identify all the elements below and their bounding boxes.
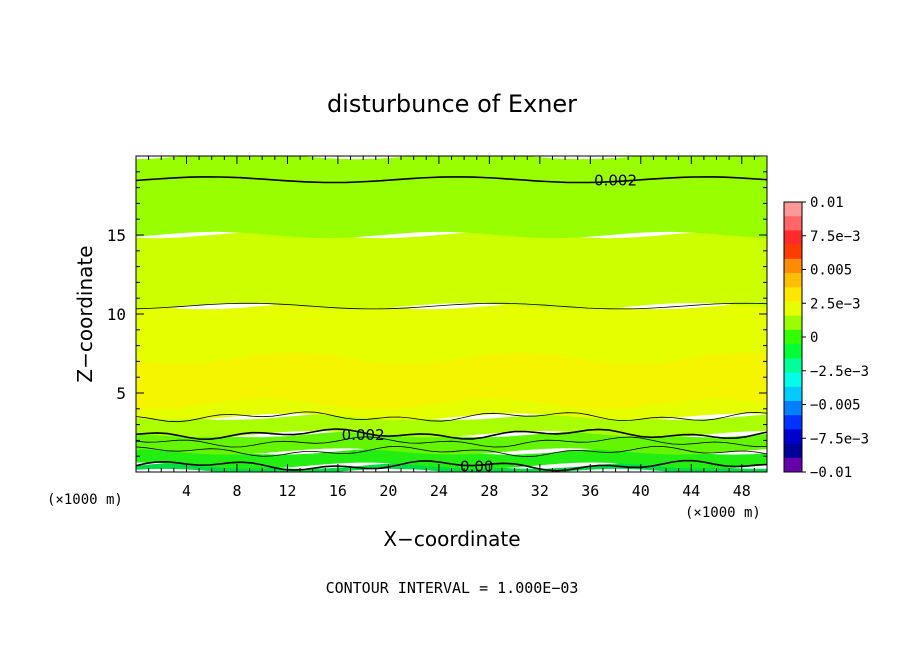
colorbar-swatch: [784, 344, 802, 359]
plot-area: 0.002 0.002 0.00: [136, 156, 767, 476]
field-band: [136, 156, 767, 239]
colorbar-swatch: [784, 301, 802, 316]
colorbar-swatch: [784, 400, 802, 416]
field-band: [136, 352, 767, 410]
colorbar-swatch: [784, 244, 802, 260]
field-band: [136, 231, 767, 310]
contour-line: [136, 428, 767, 441]
contour-line: [136, 176, 767, 184]
colorbar-label: −7.5e−3: [810, 431, 869, 447]
y-axis: 5 10 15: [107, 171, 767, 457]
x-axis: 4 8 12 16 20 24 28 32 36 40 44 48: [148, 156, 755, 500]
x-tick-label: 48: [733, 482, 751, 500]
field-band: [136, 448, 767, 469]
colorbar-swatch: [784, 287, 802, 302]
colorbar-swatch: [784, 372, 802, 388]
colorbar-swatch: [784, 415, 802, 430]
colorbar-swatch: [784, 386, 802, 402]
colorbar-swatch: [784, 258, 802, 274]
colorbar-label: −0.01: [810, 465, 852, 481]
contour-line: [136, 411, 767, 423]
colorbar-swatch: [784, 429, 802, 444]
colorbar-swatch: [784, 443, 802, 459]
colorbar-swatch: [784, 202, 802, 217]
colorbar-swatch: [784, 329, 802, 345]
x-tick-label: 24: [430, 482, 448, 500]
colorbar-label: 0: [810, 330, 818, 346]
x-tick-label: 20: [379, 482, 397, 500]
y-axis-label: Z−coordinate: [73, 245, 97, 382]
colorbar-label: 7.5e−3: [810, 229, 861, 245]
y-tick-label: 5: [116, 384, 126, 403]
colorbar-swatch: [784, 230, 802, 245]
contour-line: [136, 459, 767, 472]
y-tick-label: 10: [107, 305, 126, 324]
contour-label: 0.00: [460, 458, 493, 476]
x-tick-label: 28: [480, 482, 498, 500]
colorbar-label: 0.01: [810, 195, 844, 211]
x-tick-label: 36: [581, 482, 599, 500]
colorbar-swatch: [784, 273, 802, 288]
contour-line: [136, 436, 767, 448]
colorbar: 0.01 7.5e−3 0.005 2.5e−3 0 −2.5e−3 −0.005 −7.5e…: [783, 195, 869, 481]
contour-interval-note: CONTOUR INTERVAL = 1.000E−03: [326, 579, 579, 597]
x-tick-label: 16: [329, 482, 347, 500]
x-unit-right: (×1000 m): [685, 505, 761, 521]
colorbar-swatch: [784, 457, 802, 473]
y-tick-label: 15: [107, 226, 126, 245]
colorbar-swatch: [784, 358, 802, 373]
field-band: [136, 430, 767, 455]
contour-line: [136, 445, 767, 458]
x-unit-left: (×1000 m): [47, 492, 123, 508]
colorbar-label: −0.005: [810, 398, 861, 414]
contour-label: 0.002: [342, 426, 385, 444]
x-tick-label: 32: [531, 482, 549, 500]
chart-title: disturbunce of Exner: [327, 90, 577, 118]
x-tick-label: 44: [682, 482, 700, 500]
contour-line: [136, 302, 767, 310]
x-tick-label: 8: [232, 482, 241, 500]
colorbar-swatch: [784, 216, 802, 231]
colorbar-label: −2.5e−3: [810, 364, 869, 380]
colorbar-swatch: [784, 315, 802, 331]
x-tick-label: 4: [182, 482, 191, 500]
contour-label: 0.002: [594, 172, 637, 190]
x-axis-label: X−coordinate: [383, 527, 520, 551]
x-tick-label: 40: [632, 482, 650, 500]
colorbar-label: 0.005: [810, 263, 852, 279]
x-tick-label: 12: [278, 482, 296, 500]
colorbar-label: 2.5e−3: [810, 296, 861, 312]
